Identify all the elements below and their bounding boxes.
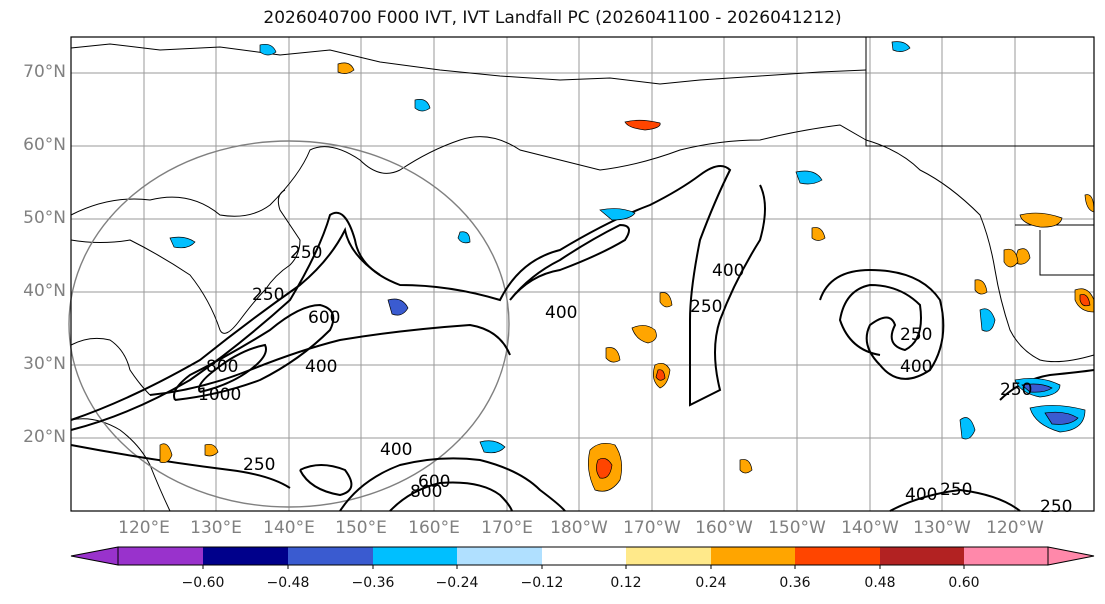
contour-label: 250 xyxy=(252,285,284,305)
lon-label: 130°E xyxy=(190,518,242,538)
contour-label: 250 xyxy=(940,480,972,500)
region-circle xyxy=(68,140,510,508)
contour-label-group: 1000 800 600 400 250 250 400 250 400 250… xyxy=(198,243,1072,517)
contour-label: 250 xyxy=(690,297,722,317)
lon-label: 140°W xyxy=(841,518,899,538)
colorbar xyxy=(70,546,1095,569)
contour-label: 1000 xyxy=(198,385,241,405)
colorbar-tick-label: 0.36 xyxy=(779,575,811,591)
colorbar-segment xyxy=(711,547,795,565)
lon-label: 170°E xyxy=(481,518,533,538)
lon-label: 160°W xyxy=(695,518,753,538)
lon-label: 120°E xyxy=(118,518,170,538)
contour-label: 400 xyxy=(380,440,412,460)
colorbar-extend-low xyxy=(70,546,119,566)
contour-label: 400 xyxy=(545,303,577,323)
colorbar-segment xyxy=(457,547,542,565)
colorbar-segment xyxy=(626,547,711,565)
lat-label: 70°N xyxy=(23,62,66,82)
colorbar-segment xyxy=(542,547,626,565)
map-title: 2026040700 F000 IVT, IVT Landfall PC (20… xyxy=(263,8,842,28)
colorbar-segment xyxy=(964,547,1048,565)
lat-label: 30°N xyxy=(23,354,66,374)
graticule xyxy=(71,37,1094,511)
map-area xyxy=(71,37,1094,511)
colorbar-segment xyxy=(288,547,373,565)
anomaly-patches xyxy=(159,41,1095,492)
lon-label: 180°W xyxy=(550,518,608,538)
colorbar-tick-label: 0.24 xyxy=(695,575,727,591)
colorbar-tick-label: 0.12 xyxy=(610,575,642,591)
contour-label: 250 xyxy=(900,325,932,345)
colorbar-extend-high xyxy=(1047,546,1095,566)
colorbar-tick-label: 0.60 xyxy=(948,575,980,591)
colorbar-tick-label: −0.36 xyxy=(351,575,395,591)
colorbar-segment xyxy=(118,547,203,565)
coastlines xyxy=(70,37,1095,512)
map-frame xyxy=(70,36,1095,512)
contour-label: 250 xyxy=(1040,497,1072,517)
lon-label: 170°W xyxy=(623,518,681,538)
colorbar-tick-label: −0.24 xyxy=(435,575,479,591)
contour-label: 250 xyxy=(1000,380,1032,400)
colorbar-tick-label: −0.12 xyxy=(520,575,564,591)
colorbar-segment xyxy=(880,547,964,565)
colorbar-segment xyxy=(203,547,288,565)
lat-label: 20°N xyxy=(23,427,66,447)
lat-label: 50°N xyxy=(23,208,66,228)
contour-label: 250 xyxy=(243,455,275,475)
contour-label: 800 xyxy=(410,482,442,502)
contour-label: 400 xyxy=(900,357,932,377)
contour-label: 400 xyxy=(305,357,337,377)
colorbar-tick-label: 0.48 xyxy=(864,575,896,591)
lon-label: 150°E xyxy=(335,518,387,538)
lon-label: 150°W xyxy=(768,518,826,538)
contour-label: 250 xyxy=(290,243,322,263)
lat-label: 40°N xyxy=(23,281,66,301)
colorbar-segment xyxy=(795,547,880,565)
lat-label: 60°N xyxy=(23,135,66,155)
contour-label: 400 xyxy=(712,261,744,281)
lon-label: 160°E xyxy=(408,518,460,538)
colorbar-segment xyxy=(373,547,457,565)
contour-label: 400 xyxy=(905,485,937,505)
contour-label: 600 xyxy=(308,308,340,328)
lon-label: 130°W xyxy=(913,518,971,538)
colorbar-tick-label: −0.60 xyxy=(181,575,225,591)
colorbar-tick-label: −0.48 xyxy=(266,575,310,591)
contour-label: 600 xyxy=(418,472,450,492)
contour-label: 800 xyxy=(206,357,238,377)
lon-label: 120°W xyxy=(986,518,1044,538)
lon-label: 140°E xyxy=(263,518,315,538)
ivt-contours xyxy=(70,165,1095,512)
